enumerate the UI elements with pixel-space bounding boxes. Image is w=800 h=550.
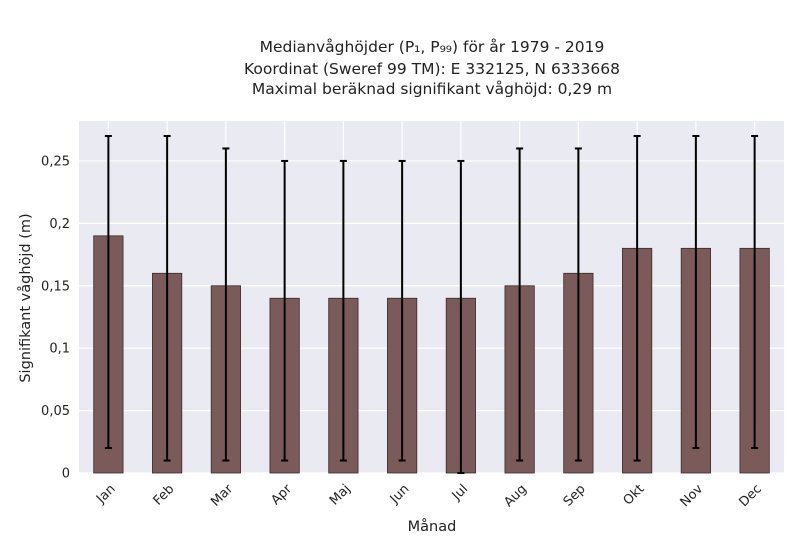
x-tick-label-dec: Dec [737, 482, 765, 510]
x-tick-label-jul: Jul [449, 482, 471, 504]
y-axis-label: Signifikant våghöjd (m) [17, 213, 34, 382]
chart-title: Medianvåghöjder (P₁, P₉₉) för år 1979 - … [244, 38, 620, 98]
y-tick-label: 0 [62, 467, 70, 482]
x-tick-label-maj: Maj [327, 482, 354, 509]
error-bar-feb [163, 134, 171, 462]
y-tick-labels: 0 0,05 0,1 0,15 0,2 0,25 [41, 154, 70, 481]
x-tick-label-okt: Okt [621, 482, 648, 509]
y-tick-label: 0,25 [41, 154, 70, 169]
x-tick-label-jun: Jun [387, 482, 413, 508]
error-bar-okt [633, 134, 641, 462]
error-bar-mar [222, 147, 230, 462]
error-bar-aug [516, 147, 524, 462]
x-tick-label-mar: Mar [208, 481, 236, 509]
title-line-2: Koordinat (Sweref 99 TM): E 332125, N 63… [244, 60, 620, 78]
x-tick-labels: Jan Feb Mar Apr Maj Jun Jul Aug Sep Okt Nov Dec [93, 481, 765, 510]
title-line-3: Maximal beräknad signifikant våghöjd: 0,… [252, 80, 612, 98]
error-bar-maj [339, 159, 347, 462]
x-axis-label: Månad [408, 518, 457, 535]
y-tick-label: 0,2 [49, 217, 70, 232]
error-bar-jan [104, 134, 112, 450]
error-bar-sep [574, 147, 582, 462]
error-bar-jul [457, 159, 465, 474]
x-tick-label-sep: Sep [561, 482, 589, 510]
y-tick-label: 0,1 [49, 342, 70, 357]
x-tick-label-aug: Aug [501, 482, 530, 511]
x-tick-label-nov: Nov [678, 481, 707, 510]
error-bar-jun [398, 159, 406, 462]
error-bar-dec [751, 134, 759, 450]
error-bars [104, 134, 759, 474]
y-tick-label: 0,15 [41, 279, 70, 294]
error-bar-apr [281, 159, 289, 462]
title-line-1: Medianvåghöjder (P₁, P₉₉) för år 1979 - … [260, 38, 605, 56]
error-bar-nov [692, 134, 700, 450]
x-tick-label-jan: Jan [93, 482, 118, 507]
y-tick-label: 0,05 [41, 404, 70, 419]
x-tick-label-apr: Apr [268, 481, 295, 508]
plot-area [79, 121, 784, 473]
x-tick-label-feb: Feb [151, 482, 178, 509]
